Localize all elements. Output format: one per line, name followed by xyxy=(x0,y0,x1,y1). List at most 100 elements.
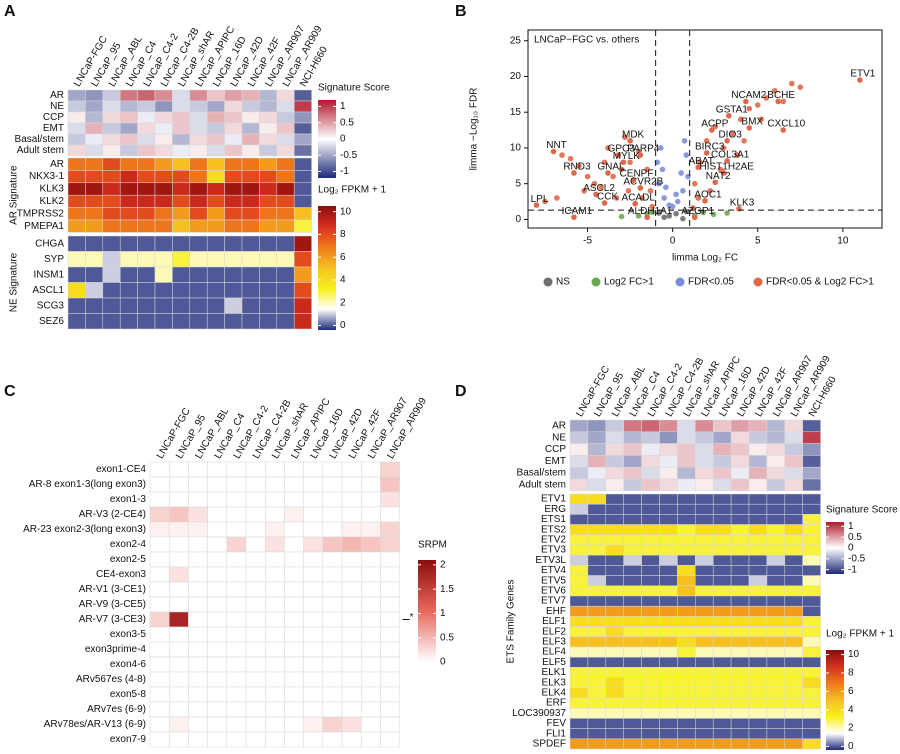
point xyxy=(673,210,679,217)
heatmap-cell xyxy=(102,219,121,233)
point xyxy=(605,145,611,151)
heatmap-cell xyxy=(748,443,768,456)
point xyxy=(697,159,703,166)
heatmap-cell xyxy=(748,575,768,587)
point xyxy=(674,198,681,205)
heatmap-cell xyxy=(284,686,304,703)
row-label: ELK3 xyxy=(542,677,567,688)
gene-point xyxy=(605,170,611,176)
heatmap-cell xyxy=(188,716,208,733)
gene-point xyxy=(724,137,730,144)
heatmap-cell xyxy=(587,503,607,515)
heatmap-cell xyxy=(207,641,228,658)
heatmap-cell xyxy=(766,636,786,648)
heatmap-cell xyxy=(766,493,786,505)
heatmap-cell xyxy=(641,667,660,678)
heatmap-cell xyxy=(360,716,381,733)
row-label: ARv7es (6-9) xyxy=(87,704,146,715)
gene-label: NCAM2 xyxy=(731,90,766,101)
heatmap-cell xyxy=(784,616,803,627)
heatmap-cell xyxy=(784,585,803,597)
heatmap-cell xyxy=(748,493,768,505)
heatmap-cell xyxy=(587,534,607,546)
heatmap-cell xyxy=(154,111,173,124)
heatmap-cell xyxy=(276,144,295,157)
row-label: exon3-5 xyxy=(110,629,147,640)
y-axis-title: limma −Log₁₀ FDR xyxy=(469,88,480,171)
gene-label: ASCL2 xyxy=(583,183,615,194)
colorbar-tick-label: 8 xyxy=(848,668,854,679)
heatmap-cell xyxy=(168,536,189,553)
heatmap-cell xyxy=(712,514,732,525)
heatmap-cell xyxy=(605,738,624,750)
heatmap-cell xyxy=(119,100,138,113)
panel-letter: C xyxy=(4,383,16,400)
colorbar-tick-label: 0 xyxy=(440,657,446,668)
heatmap-cell xyxy=(168,461,189,478)
heatmap-cell xyxy=(641,687,660,699)
heatmap-cell xyxy=(695,728,714,740)
heatmap-cell xyxy=(695,419,714,433)
heatmap-cell xyxy=(303,536,324,553)
heatmap-cell xyxy=(802,656,821,668)
row-label: NE xyxy=(552,432,566,443)
heatmap-cell xyxy=(341,656,362,673)
heatmap-cell xyxy=(730,605,750,617)
heatmap-cell xyxy=(712,419,732,433)
heatmap-cell xyxy=(605,605,624,617)
point xyxy=(741,137,747,144)
row-label: KLK2 xyxy=(40,196,65,207)
heatmap-cell xyxy=(119,282,138,299)
heatmap-cell xyxy=(641,646,660,658)
heatmap-cell xyxy=(119,313,138,330)
heatmap-cell xyxy=(766,466,786,480)
gene-point xyxy=(620,159,627,166)
point xyxy=(681,137,688,144)
point xyxy=(695,195,701,201)
legend-marker xyxy=(543,277,553,287)
heatmap-cell xyxy=(245,521,266,538)
heatmap-cell xyxy=(226,611,247,628)
heatmap-cell xyxy=(659,493,678,505)
row-label: ELK4 xyxy=(542,688,567,699)
heatmap-cell xyxy=(207,701,228,718)
heatmap-cell xyxy=(259,219,278,233)
heatmap-cell xyxy=(784,636,803,648)
heatmap-cell xyxy=(322,506,343,523)
heatmap-cell xyxy=(380,686,400,703)
heatmap-cell xyxy=(730,595,750,607)
heatmap-cell xyxy=(189,297,208,314)
heatmap-cell xyxy=(67,219,86,233)
heatmap-cell xyxy=(259,89,278,102)
heatmap-cell xyxy=(119,111,138,124)
heatmap-cell xyxy=(172,219,191,233)
heatmap-cell xyxy=(168,581,189,598)
heatmap-cell xyxy=(748,503,768,515)
heatmap-cell xyxy=(119,157,138,171)
heatmap-cell xyxy=(341,731,362,748)
heatmap-cell xyxy=(766,738,786,750)
heatmap-cell xyxy=(623,646,642,658)
gene-label: BMX xyxy=(741,117,763,128)
heatmap-cell xyxy=(695,595,714,607)
heatmap-cell xyxy=(784,738,803,750)
colorbar-tick-label: 0 xyxy=(340,320,346,331)
heatmap-cell xyxy=(284,461,304,478)
heatmap-cell xyxy=(380,656,400,673)
heatmap-cell xyxy=(168,611,189,628)
colorbar-tick-label: 10 xyxy=(848,649,860,660)
heatmap-cell xyxy=(569,544,589,556)
heatmap-cell xyxy=(188,731,208,748)
heatmap-cell xyxy=(766,646,786,658)
point xyxy=(647,188,654,194)
heatmap-cell xyxy=(259,111,278,124)
heatmap-cell xyxy=(241,235,260,252)
heatmap-cell xyxy=(293,182,312,196)
heatmap-cell xyxy=(605,667,624,678)
heatmap-cell xyxy=(119,89,138,102)
heatmap-cell xyxy=(303,506,324,523)
heatmap-cell xyxy=(748,677,768,689)
heatmap-cell xyxy=(360,476,381,493)
heatmap-cell xyxy=(322,566,343,583)
